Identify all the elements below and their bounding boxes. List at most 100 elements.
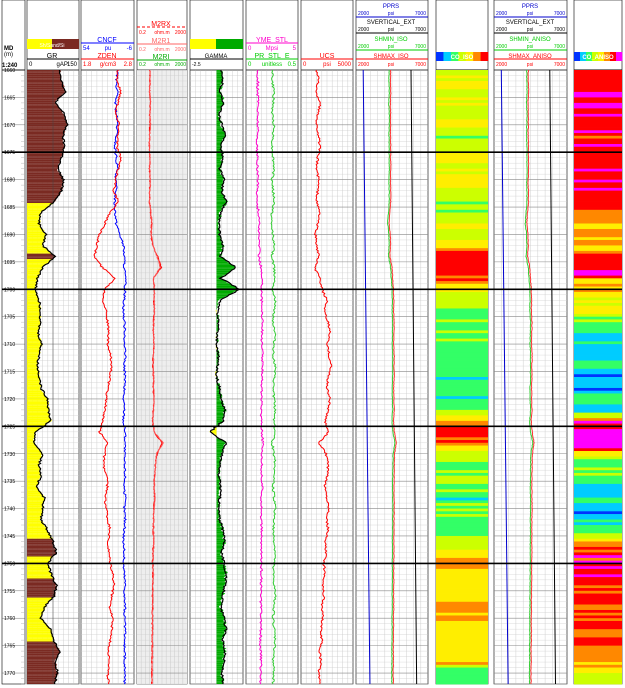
co_iso-band-29-1: [436, 390, 488, 394]
gr-shale-fill-69: [27, 164, 59, 166]
gr-sand-fill-406: [27, 626, 50, 628]
gr-sand-fill-278: [27, 451, 42, 453]
gr-shale-fill-95: [27, 200, 57, 202]
gr-shale-fill-347: [27, 545, 56, 547]
curve-fills: [27, 70, 240, 684]
co_iso-band-20-2: [436, 294, 488, 298]
co_aniso-band-32-3: [574, 429, 622, 433]
gr-sand-fill-242: [27, 401, 50, 404]
gr-sand-fill-168: [27, 300, 39, 302]
co_iso-band-29-0: [436, 387, 488, 392]
gamma-fill-155: [216, 282, 231, 284]
co_aniso-band-2-0: [574, 91, 622, 96]
gr-shale-fill-9: [27, 82, 63, 84]
gr-sand-fill-313: [27, 498, 46, 501]
gamma-fill-191: [215, 331, 218, 334]
gamma-fill-415: [216, 638, 224, 641]
co_iso-band-31-2: [436, 415, 488, 419]
co_iso-band-13-3: [436, 220, 488, 224]
gr-sand-fill-357: [27, 559, 51, 561]
gamma-fill-150: [216, 275, 224, 277]
gr-sand-fill-306: [27, 489, 39, 491]
co_iso-band-50-3: [436, 626, 488, 630]
co_aniso-legend-swatch-1: [580, 52, 587, 61]
co_iso-band-3-1: [436, 105, 488, 109]
gr-sand-fill-198: [27, 341, 42, 343]
co_iso-band-53-2: [436, 656, 488, 660]
gr-shale-fill-62: [27, 154, 64, 157]
gr-sand-fill-127: [27, 244, 44, 246]
curve-zden-track2: [93, 69, 122, 685]
co_aniso-band-22-0: [574, 311, 622, 315]
co_iso-band-13-1: [436, 215, 488, 219]
gamma-fill-401: [216, 619, 225, 621]
gamma-fill-417: [216, 641, 225, 643]
co_iso-band-0-0: [436, 70, 488, 74]
gr-shale-fill-56: [27, 146, 66, 149]
gamma-fill-362: [216, 566, 227, 568]
gamma-fill-161: [216, 290, 239, 293]
gamma-fill-349: [216, 548, 223, 550]
co_iso-band-34-0: [436, 442, 488, 446]
gr-shale-fill-354: [27, 555, 55, 557]
gr-sand-fill-138: [27, 259, 52, 261]
co_iso-band-36-3: [436, 472, 488, 477]
co_iso-band-51-3: [436, 637, 488, 641]
gr-sand-fill-221: [27, 372, 40, 375]
depth-label-1745: 1745: [4, 534, 15, 540]
gamma-fill-378: [216, 588, 224, 590]
co_iso-band-5-3: [436, 133, 488, 137]
co_aniso-band-3-0: [574, 102, 622, 107]
gr-sand-fill-317: [27, 504, 44, 506]
co_iso-band-54-1: [436, 664, 488, 668]
gr-shale-fill-96: [27, 201, 55, 203]
co_iso-band-14-0: [436, 223, 488, 227]
co_aniso-band-4-2: [574, 119, 622, 123]
gamma-fill-102: [216, 209, 223, 212]
gr-sand-fill-409: [27, 630, 53, 632]
track6-curve: UCS: [320, 53, 335, 60]
co_aniso-band-16-0: [574, 245, 622, 249]
co_aniso-band-38-3: [574, 494, 622, 499]
gamma-fill-148: [216, 272, 228, 275]
gamma-fill-370: [216, 577, 225, 579]
gamma-fill-22: [216, 100, 223, 102]
co_aniso-band-41-0: [574, 519, 622, 523]
gr-sand-fill-240: [27, 398, 49, 401]
track3-a-max: 2000: [175, 30, 186, 36]
co_iso-legend-swatch-4: [465, 52, 474, 61]
gamma-fill-30: [216, 111, 220, 113]
co_iso-band-38-2: [436, 492, 488, 496]
gamma-fill-15: [216, 90, 221, 92]
gr-sand-fill-295: [27, 474, 42, 476]
co_aniso-band-28-0: [574, 377, 622, 381]
gamma-fill-372: [216, 579, 228, 582]
gr-sand-fill-358: [27, 560, 50, 563]
co_aniso-band-15-1: [574, 237, 622, 241]
gr-sand-fill-104: [27, 212, 41, 214]
gamma-fill-428: [216, 656, 225, 658]
gamma-fill-256: [216, 420, 224, 423]
gamma-fill-63: [216, 156, 224, 158]
gamma-fill-346: [216, 544, 225, 546]
gr-sand-fill-291: [27, 468, 41, 471]
gr-sand-fill-112: [27, 223, 41, 225]
co_aniso-band-22-1: [574, 313, 622, 318]
gr-sand-fill-152: [27, 278, 39, 280]
gr-sand-fill-120: [27, 234, 46, 236]
gr-sand-fill-321: [27, 509, 42, 512]
co_iso-band-52-1: [436, 642, 488, 647]
gr-shale-fill-422: [27, 648, 60, 650]
gamma-fill-261: [214, 427, 217, 430]
co_aniso-band-26-3: [574, 363, 622, 367]
gamma-fill-320: [216, 508, 219, 510]
gr-sand-fill-311: [27, 496, 45, 498]
track2-b-units: g/cm3: [100, 62, 117, 68]
track1-units: gAPI: [56, 62, 69, 68]
gr-sand-fill-289: [27, 466, 40, 468]
gamma-fill-281: [216, 455, 222, 457]
curve-pprs-track7: [362, 69, 371, 685]
co_aniso-band-49-0: [574, 607, 622, 611]
gr-sand-fill-340: [27, 535, 52, 538]
co_aniso-band-0-0: [574, 70, 622, 74]
